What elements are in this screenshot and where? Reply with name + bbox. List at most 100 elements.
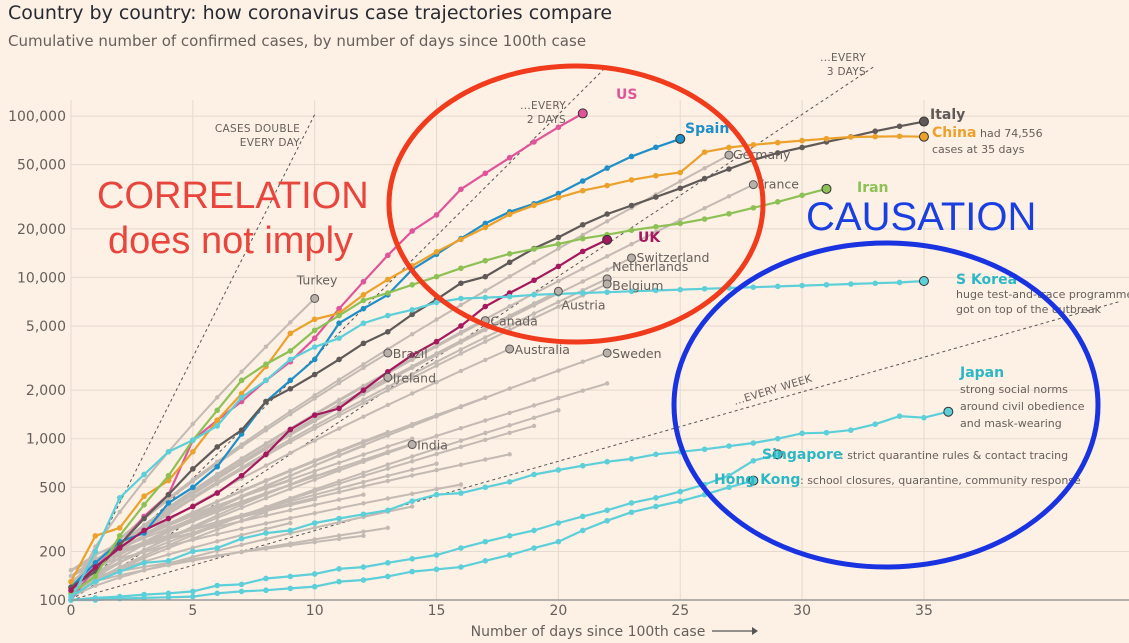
series-point-s-korea [433,299,440,306]
series-point-italy [774,150,781,156]
series-point-iran [677,220,684,227]
grey-line-other-point [336,481,342,486]
series-point-hong-kong [531,545,537,551]
series-point-hong-kong [336,578,342,585]
grey-line-other-point [215,503,220,508]
grey-line-sweden-point [507,386,512,391]
series-point-iran [385,290,391,296]
grey-endpoint-australia [505,344,515,354]
grey-line-australia-point [409,391,415,396]
series-point-spain [360,305,367,312]
correlation-text-line2: does not imply [108,220,353,262]
series-point-iran [92,573,99,580]
grey-line-germany-point [580,232,585,238]
series-point-iran [360,297,367,304]
series-point-uk [602,234,613,245]
series-point-spain [287,377,294,384]
grey-line-other-point [215,539,220,544]
grey-line-canada-point [336,398,342,403]
series-point-japan [943,406,954,417]
grey-line-belgium-point [239,467,244,472]
series-point-us [311,335,318,341]
grey-endpoint-turkey [310,293,320,303]
series-point-us [360,278,367,285]
grey-line-turkey-point [190,421,196,427]
series-label-uk: UK [638,230,661,246]
grey-line-belgium-point [166,512,171,517]
grey-line-other-point [434,467,439,473]
grey-line-belgium-point [434,363,439,368]
grey-line-netherlands-point [409,372,415,377]
grey-line-belgium-point [385,388,391,393]
grey-line-france-point [604,254,610,259]
series-point-italy [409,311,415,318]
grey-endpoint-india [407,440,417,450]
series-note-china: had 74,556 [980,127,1043,140]
grey-line-other-point [288,473,293,478]
grey-line-other-point [336,536,342,542]
y-tick-label: 200 [39,544,66,560]
series-point-china [677,169,684,176]
series-point-hong-kong [482,557,489,564]
grey-line-netherlands-point [434,359,439,365]
grey-line-canada-point [409,357,415,363]
grey-line-other-point [604,381,610,386]
series-point-s-korea [774,283,781,290]
reference-line-label: ...EVERY [520,100,566,112]
grey-line-other-point [409,436,415,441]
grey-line-other-point [288,507,293,513]
grey-line-other-point [409,467,415,472]
series-point-singapore [482,538,489,545]
grey-line-belgium-point [288,439,293,445]
grey-line-other-point [312,463,317,468]
grey-line-other-point [458,438,464,443]
grey-line-other-point [263,536,269,542]
grey-endpoint-sweden [602,348,612,358]
grey-line-austria-point [507,313,512,318]
series-point-hong-kong [214,590,221,597]
grey-line-other-point [263,490,269,496]
series-point-japan [458,490,464,496]
series-point-china [433,249,440,255]
series-point-china [482,224,489,231]
grey-label-switzerland: Switzerland [637,250,710,265]
grey-line-other-point [215,532,220,537]
series-point-china [214,417,221,424]
grey-line-other-point [263,521,269,526]
grey-endpoint-france [748,180,758,190]
chart-subtitle: Cumulative number of confirmed cases, by… [8,32,587,50]
series-point-singapore [190,588,196,595]
grey-label-netherlands: Netherlands [612,259,688,274]
series-point-japan [190,548,196,555]
series-point-iran [774,199,781,205]
series-line-spain [70,137,681,588]
series-point-iran [821,183,832,194]
series-point-italy [190,466,196,472]
grey-line-belgium-point [215,481,220,487]
grey-line-ireland-point [263,444,269,450]
grey-line-other-point [68,568,74,573]
grey-label-ireland: Ireland [393,370,436,385]
x-tick-label: 0 [67,603,76,619]
grey-line-other-point [215,507,220,513]
grey-line-brazil-point [263,428,269,433]
series-point-japan [409,498,415,504]
grey-line-other-point [312,474,317,479]
grey-line-netherlands-point [531,311,537,316]
grey-line-other-point [239,518,244,523]
series-point-china [506,211,513,218]
series-point-china [774,139,781,146]
grey-label-france: France [757,177,799,192]
grey-line-germany-point [702,165,707,171]
x-tick-label: 30 [793,603,811,619]
grey-line-ireland-point [166,507,171,512]
series-point-singapore [287,573,294,580]
series-point-uk [482,303,489,310]
grey-line-germany [70,154,730,594]
grey-line-other-point [336,497,342,502]
x-tick-label: 15 [428,603,446,619]
series-point-singapore [726,472,732,479]
series-point-japan [774,435,781,442]
series-point-s-korea [531,292,537,298]
